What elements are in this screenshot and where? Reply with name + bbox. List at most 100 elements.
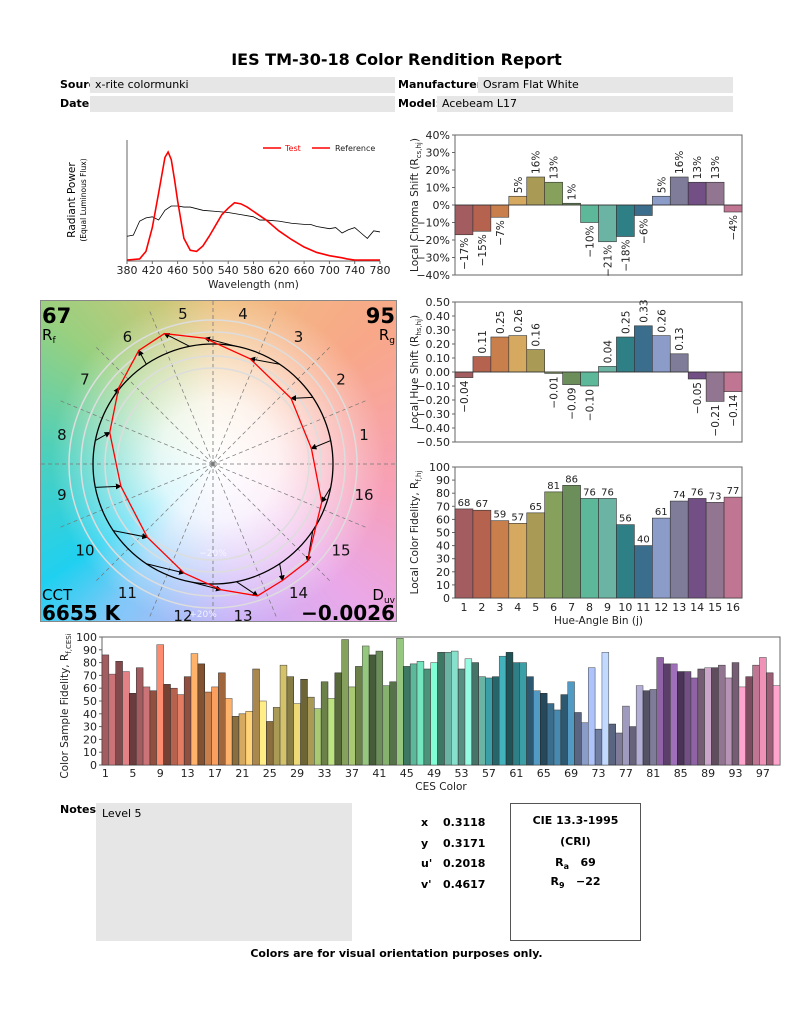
manufacturer-field[interactable]: Osram Flat White (478, 77, 733, 93)
data-label: −0.09 (567, 388, 579, 420)
bar-ces-13 (183, 676, 192, 766)
bar-bin-11 (634, 204, 653, 216)
bar-ces-63 (526, 676, 534, 766)
x-tick-label: 380 (117, 264, 138, 277)
date-field[interactable] (90, 96, 395, 112)
bar-ces-45 (403, 666, 411, 766)
bar-ces-95 (745, 676, 753, 766)
cri-box: CIE 13.3-1995 (CRI) Ra 69 R9 −22 (510, 803, 641, 941)
shift-arrow-bin-1 (310, 440, 331, 450)
bar-ces-68 (560, 694, 568, 766)
y-tick-label: 80 (83, 657, 97, 670)
bar-ces-4 (122, 671, 130, 766)
data-label: 13% (692, 156, 704, 179)
y-axis-label-text: Color Sample Fidelity, R (59, 654, 71, 779)
cri-subtitle: (CRI) (560, 835, 591, 848)
bar-bin-10 (616, 204, 635, 237)
bin-label: 6 (123, 328, 133, 346)
bar-ces-97 (759, 657, 767, 766)
data-label: −6% (638, 218, 650, 243)
bar-ces-78 (629, 726, 637, 766)
source-field[interactable]: x-rite colormunki (90, 77, 395, 93)
bar-ces-2 (108, 673, 116, 766)
bin-label: 5 (178, 305, 188, 323)
ra-value: 69 (580, 856, 596, 869)
bar-ces-21 (238, 713, 247, 766)
bar-ces-60 (505, 652, 514, 766)
notes-field[interactable]: Level 5 (96, 803, 352, 941)
bar-ces-9 (156, 644, 164, 766)
x-tick-label: 580 (243, 264, 264, 277)
bar-ces-85 (677, 671, 685, 766)
data-label: −4% (728, 215, 740, 240)
bar-ces-64 (533, 690, 541, 766)
ring-label: −20% (199, 549, 227, 559)
bar-bin-5 (526, 349, 545, 373)
bar-ces-5 (129, 693, 137, 766)
bar-bin-15 (705, 371, 725, 402)
data-label: 1% (567, 184, 579, 201)
bar-bin-1 (454, 204, 474, 236)
bar-ces-98 (766, 672, 774, 766)
bar-ces-50 (437, 652, 445, 766)
legend-reference-label: Reference (335, 144, 375, 153)
y-tick-label: −10% (416, 217, 450, 230)
y-tick-label: 20% (426, 164, 450, 177)
rf-label-text: R (42, 326, 52, 344)
y-tick-label: 0.10 (426, 352, 451, 365)
data-label: −0.01 (549, 376, 561, 408)
bin-boundary-line (212, 400, 366, 465)
bar-bin-16 (723, 496, 743, 599)
bar-ces-67 (553, 709, 562, 766)
y-axis-label: Local Color Fidelity, Rf,hj (409, 471, 423, 595)
bar-ces-38 (355, 666, 363, 766)
x-tick-label: 89 (701, 767, 715, 780)
x-axis-label: CES Color (415, 781, 467, 793)
reference-spectrum-line (126, 205, 381, 239)
data-label: −17% (459, 238, 471, 270)
x-tick-label: 45 (400, 767, 414, 780)
x-tick-label: 9 (604, 601, 611, 614)
y-tick-label: 10 (436, 579, 450, 592)
chromaticity-label: y (421, 836, 429, 850)
y-tick-label: 0.40 (426, 310, 451, 323)
data-label: 5% (656, 177, 668, 194)
bar-bin-6 (544, 491, 563, 599)
y-tick-label: 0 (90, 759, 97, 772)
y-axis-label-sub: f,CESi (65, 633, 73, 653)
duv-value: −0.0026 (301, 601, 395, 625)
bin-label: 7 (80, 370, 90, 388)
bin-label: 15 (331, 542, 350, 560)
bar-ces-72 (587, 667, 596, 766)
chromaticity-label: u' (421, 857, 433, 870)
data-label: 65 (529, 502, 542, 513)
y-axis-label-text: Local Hue Shift (R (409, 336, 421, 430)
bar-bin-5 (526, 176, 545, 206)
bar-bin-9 (598, 498, 617, 599)
y-axis-label-sub: (Equal Luminous Flux) (79, 158, 88, 241)
ring (80, 331, 346, 597)
bar-ces-49 (430, 662, 438, 766)
bar-ces-71 (581, 722, 589, 766)
bin-label: 13 (233, 607, 252, 625)
x-tick-label: 97 (756, 767, 770, 780)
ra-label: R (555, 856, 564, 869)
x-tick-label: 37 (345, 767, 359, 780)
x-tick-label: 65 (537, 767, 551, 780)
bar-ces-30 (300, 678, 308, 766)
y-tick-label: 0.50 (426, 296, 451, 309)
data-label: −7% (495, 220, 507, 245)
x-tick-label: 660 (294, 264, 315, 277)
x-tick-label: 93 (728, 767, 742, 780)
bar-ces-81 (649, 689, 657, 766)
model-field[interactable]: Acebeam L17 (437, 96, 733, 112)
bar-bin-2 (472, 356, 492, 373)
chromaticity-value: 0.4617 (443, 877, 486, 891)
bar-bin-3 (490, 520, 510, 599)
bar-ces-37 (348, 686, 356, 766)
bar-ces-17 (211, 686, 219, 766)
bin-boundary-line (212, 347, 330, 465)
y-tick-label: −0.50 (416, 436, 450, 449)
x-tick-label: 13 (672, 601, 686, 614)
